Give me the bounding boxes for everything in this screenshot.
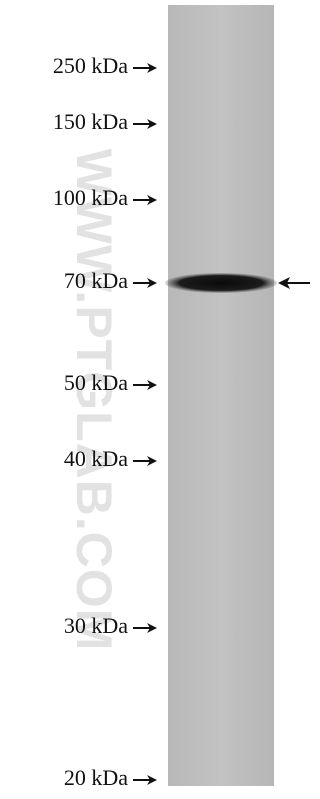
marker-arrow-head [147,380,157,390]
marker-label: 150 kDa [53,109,128,134]
marker-arrow-head [147,456,157,466]
band [165,273,277,293]
marker-group: 250 kDa 150 kDa 100 kDa 70 kDa 50 kDa 40 kDa 3… [53,53,157,790]
marker-label: 30 kDa [64,613,128,638]
marker-label: 50 kDa [64,370,128,395]
marker-label: 40 kDa [64,446,128,471]
marker-arrow-head [147,195,157,205]
marker-label: 70 kDa [64,268,128,293]
marker-label: 20 kDa [64,765,128,790]
marker-arrow-head [147,278,157,288]
band-arrow [278,277,310,289]
marker-label: 250 kDa [53,53,128,78]
marker-arrow-head [147,119,157,129]
watermark: WWW.PTGLAB.COM [66,149,122,652]
marker-label: 100 kDa [53,185,128,210]
marker-arrow-head [147,775,157,785]
lane [168,5,274,786]
marker-arrow-head [147,623,157,633]
marker-arrow-head [147,63,157,73]
